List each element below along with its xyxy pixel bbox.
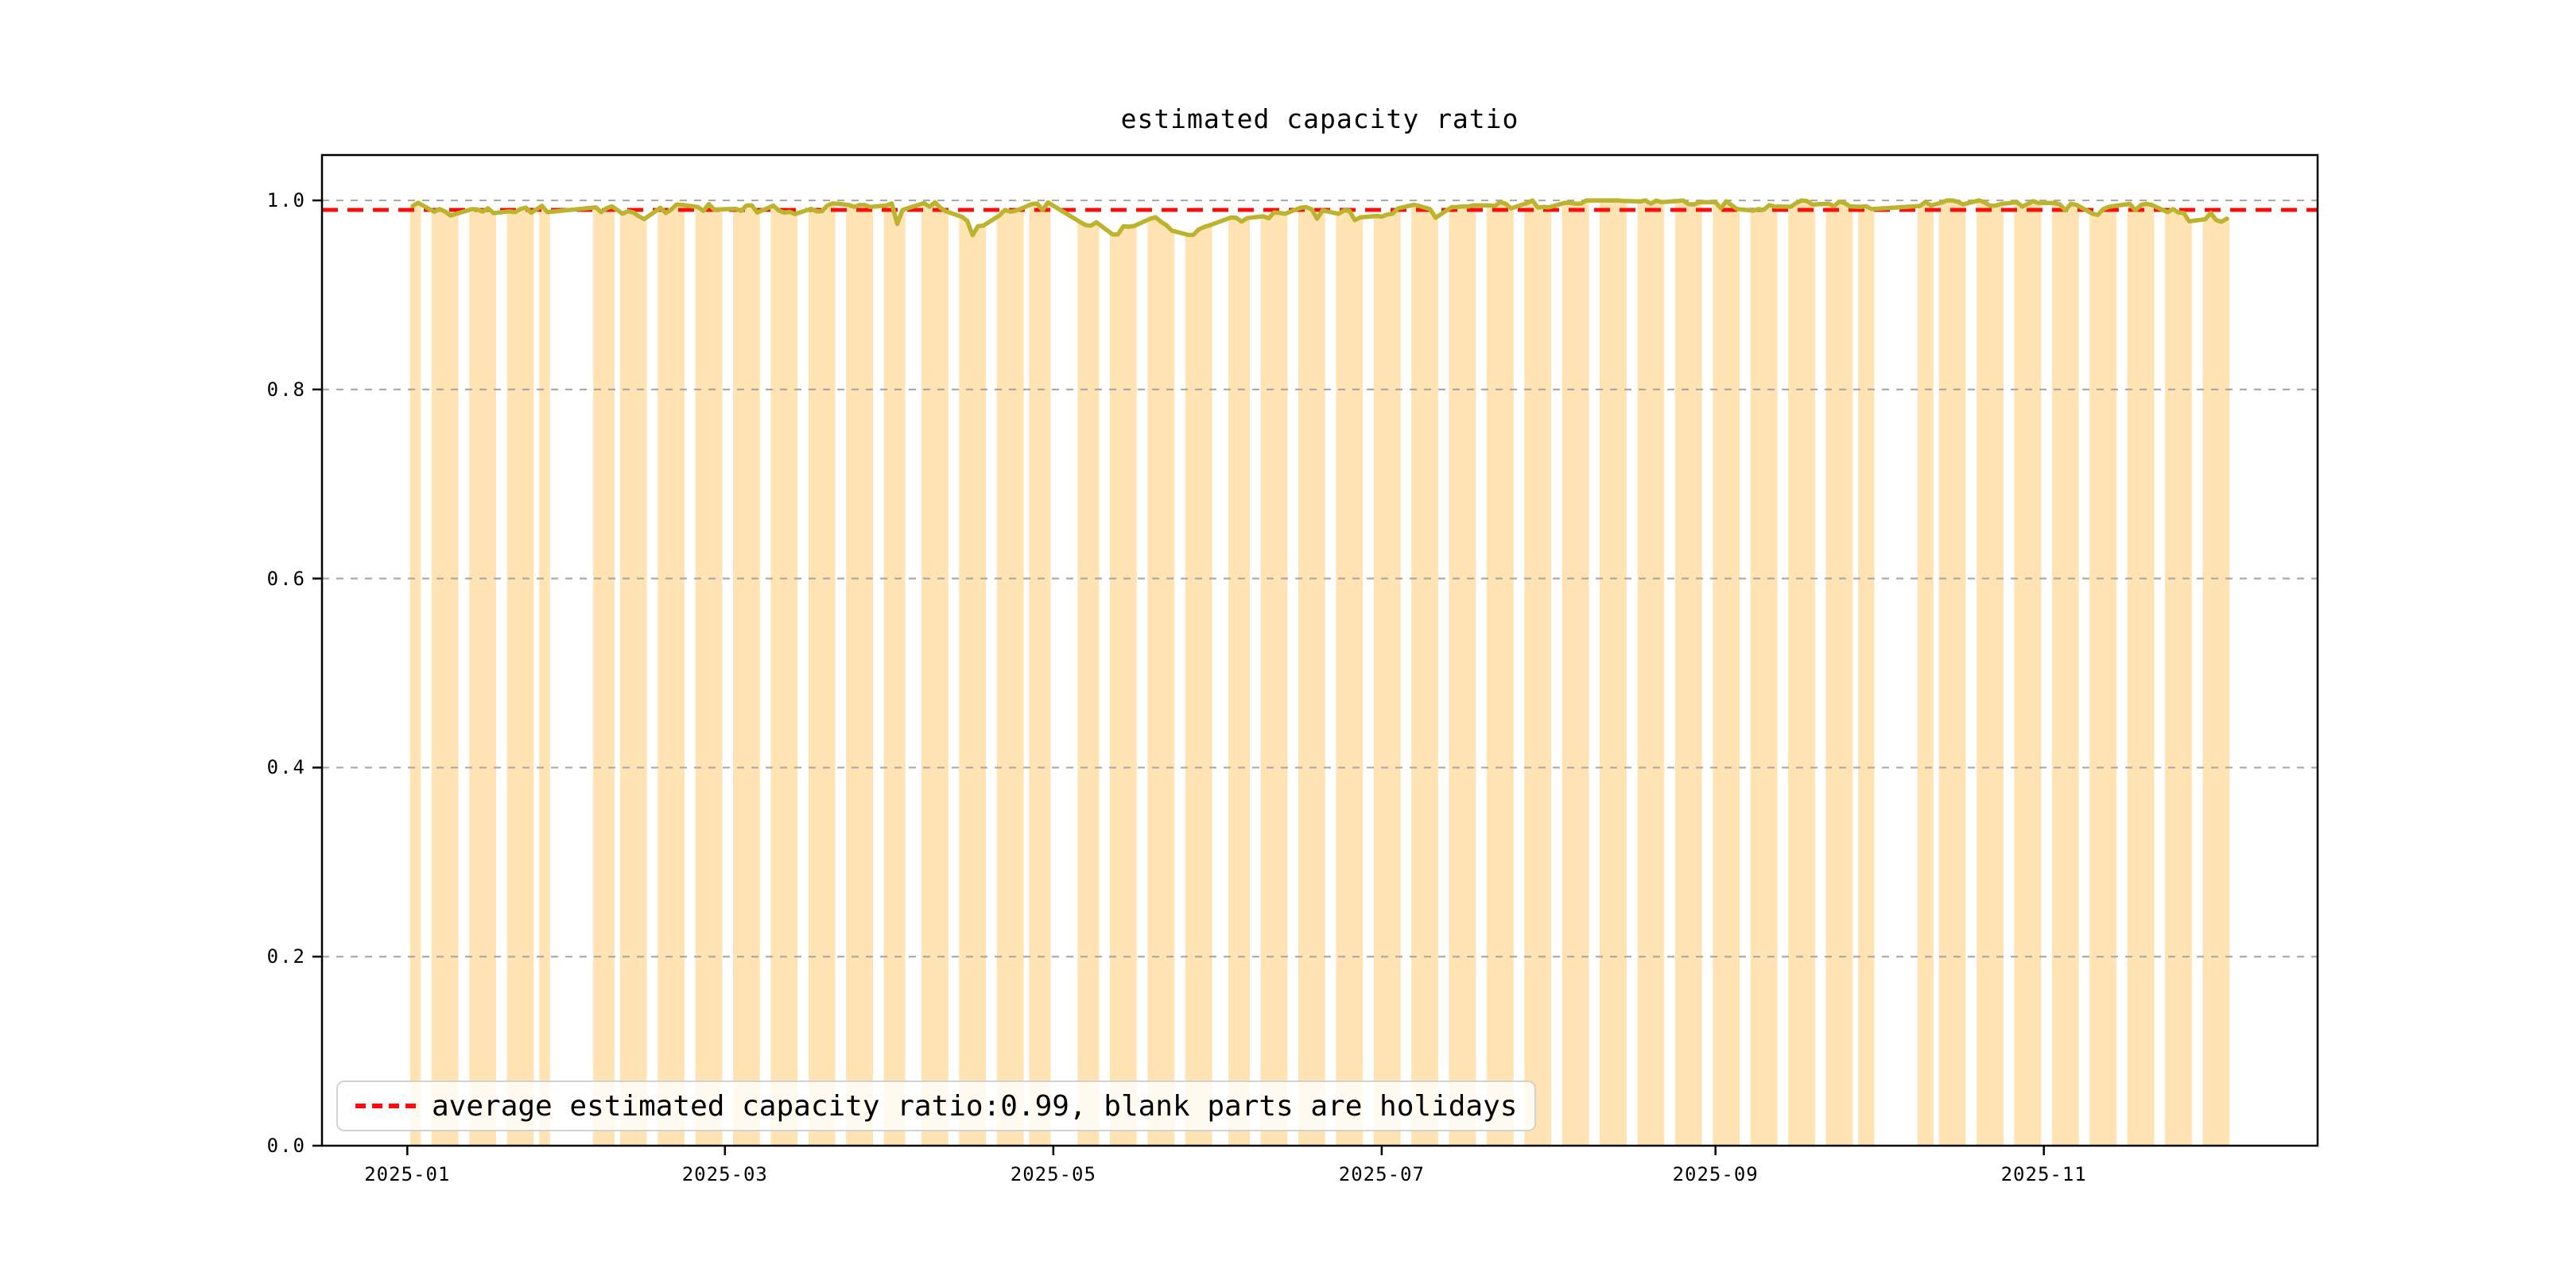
workday-bars — [409, 200, 2230, 1146]
axes-border — [320, 153, 2319, 1147]
legend-label: average estimated capacity ratio:0.99, b… — [432, 1089, 1518, 1123]
legend-dashed-line-icon — [355, 1104, 416, 1108]
chart-title: estimated capacity ratio — [1120, 103, 1519, 134]
legend: average estimated capacity ratio:0.99, b… — [336, 1080, 1537, 1131]
capacity-line — [410, 198, 2229, 238]
